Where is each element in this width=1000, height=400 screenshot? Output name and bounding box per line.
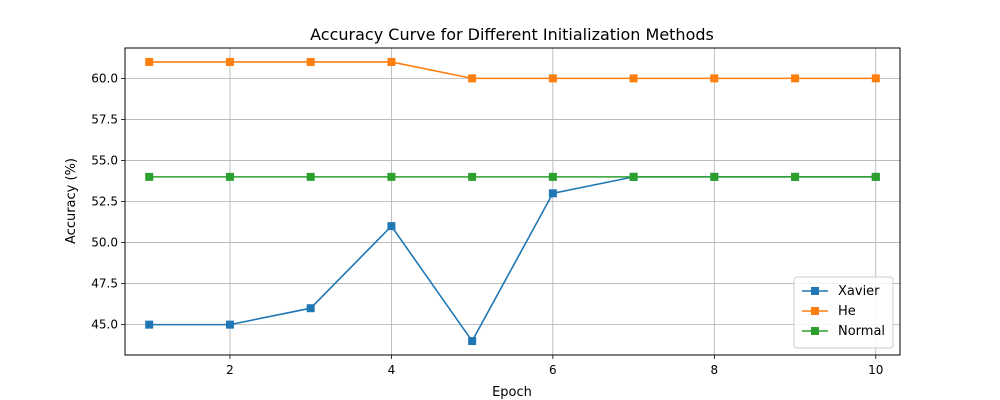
legend-swatch-marker (811, 287, 819, 295)
y-tick-label: 45.0 (91, 318, 118, 332)
series-layer (145, 57, 880, 346)
chart-title: Accuracy Curve for Different Initializat… (310, 25, 714, 44)
legend: Xavier He Normal (793, 276, 894, 349)
x-tick-label: 10 (868, 363, 883, 377)
legend-item-normal: Normal (802, 324, 885, 339)
y-tick-label: 52.5 (91, 195, 118, 209)
data-point (306, 304, 315, 313)
data-point (468, 337, 477, 346)
data-point (145, 172, 154, 181)
data-point (145, 320, 154, 329)
data-point (791, 172, 800, 181)
x-tick-label: 4 (388, 363, 396, 377)
data-point (871, 74, 880, 83)
data-point (306, 172, 315, 181)
data-point (225, 320, 234, 329)
legend-item-xavier: Xavier (802, 284, 880, 299)
data-point (629, 74, 638, 83)
data-point (871, 172, 880, 181)
data-point (548, 189, 557, 198)
y-tick-label: 60.0 (91, 71, 118, 85)
legend-label: Normal (838, 324, 885, 339)
data-point (629, 172, 638, 181)
data-point (710, 172, 719, 181)
legend-item-he: He (802, 304, 856, 319)
data-point (387, 172, 396, 181)
legend-label: Xavier (838, 284, 880, 299)
grid (125, 48, 900, 355)
legend-swatch-marker (811, 307, 819, 315)
legend-swatch-marker (811, 327, 819, 335)
legend-label: He (838, 304, 856, 319)
x-tick-label: 8 (711, 363, 719, 377)
y-tick-label: 47.5 (91, 277, 118, 291)
y-tick-label: 57.5 (91, 112, 118, 126)
x-tick-label: 6 (549, 363, 557, 377)
data-point (387, 57, 396, 66)
data-point (468, 74, 477, 83)
data-point (548, 74, 557, 83)
series-normal (145, 172, 880, 181)
data-point (710, 74, 719, 83)
data-point (387, 222, 396, 231)
data-point (306, 57, 315, 66)
data-point (791, 74, 800, 83)
data-point (145, 57, 154, 66)
series-he (145, 57, 880, 83)
y-axis-label: Accuracy (%) (64, 158, 79, 244)
x-tick-label: 2 (226, 363, 234, 377)
x-axis-label: Epoch (492, 385, 532, 400)
data-point (548, 172, 557, 181)
y-tick-label: 50.0 (91, 236, 118, 250)
y-tick-label: 55.0 (91, 153, 118, 167)
ticks: 2 4 6 8 10 45.0 47.5 50.0 52.5 55.0 57.5 60.0 (91, 71, 883, 377)
data-point (468, 172, 477, 181)
data-point (225, 57, 234, 66)
series-line-he (149, 61, 876, 80)
series-xavier (145, 172, 880, 346)
data-point (225, 172, 234, 181)
